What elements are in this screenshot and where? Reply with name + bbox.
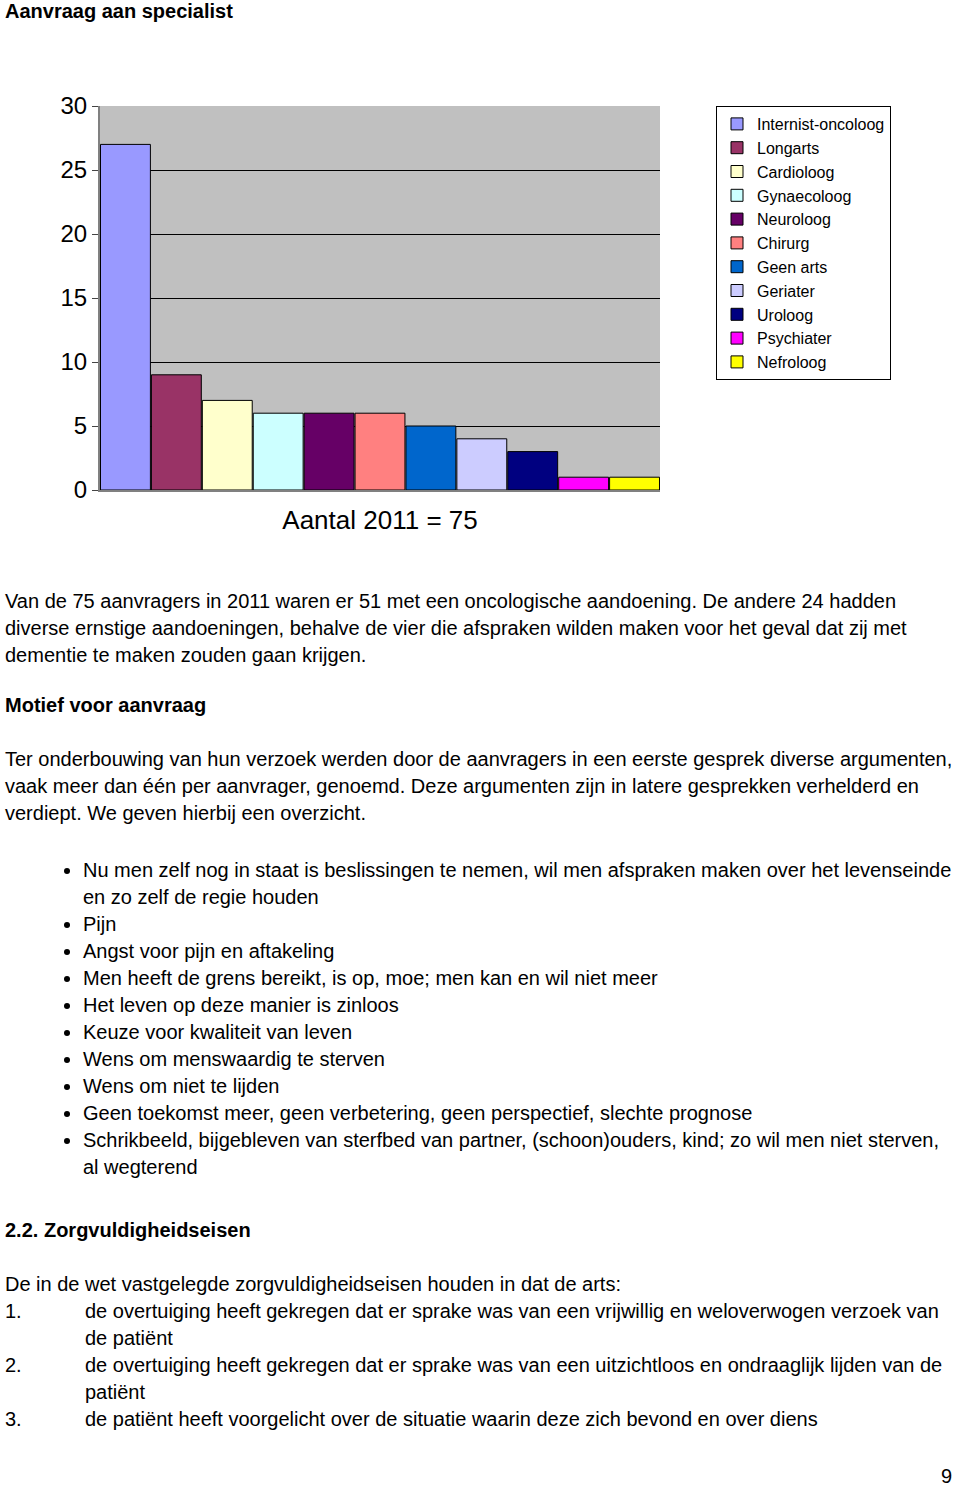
html-text:3.: 3. (5, 1408, 22, 1430)
html-text:Angst voor pijn en aftakeling: Angst voor pijn en aftakeling (83, 940, 335, 962)
html-text:de overtuiging heeft gekregen: de overtuiging heeft gekregen dat er spr… (85, 1300, 939, 1349)
svg-text:Uroloog: Uroloog (757, 307, 813, 324)
html-text:Motief voor aanvraag: Motief voor aanvraag (5, 694, 207, 716)
html-text:de patiënt heeft voorgelicht o: de patiënt heeft voorgelicht over de sit… (85, 1408, 818, 1430)
html-text:De in de wet vastgelegde zorgv: De in de wet vastgelegde zorgvuldigheids… (5, 1273, 621, 1295)
html-text:Pijn: Pijn (83, 913, 117, 935)
svg-text:Aantal 2011 = 75: Aantal 2011 = 75 (282, 505, 477, 535)
svg-text:Gynaecoloog: Gynaecoloog (757, 188, 851, 205)
svg-text:25: 25 (60, 156, 87, 183)
svg-text:0: 0 (74, 476, 87, 503)
html-text:Nu men zelf nog in staat is be: Nu men zelf nog in staat is beslissingen… (83, 859, 952, 908)
svg-text:30: 30 (60, 92, 87, 119)
svg-text:Psychiater: Psychiater (757, 330, 832, 347)
html-text:Wens om niet te lijden: Wens om niet te lijden (83, 1075, 280, 1097)
html-text:Van de 75 aanvragers in 2011 w: Van de 75 aanvragers in 2011 waren er 51… (5, 590, 907, 666)
svg-text:Internist-oncoloog: Internist-oncoloog (757, 116, 884, 133)
svg-text:5: 5 (74, 412, 87, 439)
html-text:Men heeft de grens bereikt, is: Men heeft de grens bereikt, is op, moe; … (83, 967, 658, 989)
html-text:Keuze voor kwaliteit van leven: Keuze voor kwaliteit van leven (83, 1021, 352, 1043)
svg-text:Nefroloog: Nefroloog (757, 354, 826, 371)
svg-text:Longarts: Longarts (757, 140, 819, 157)
html-text:Wens om menswaardig te sterven: Wens om menswaardig te sterven (83, 1048, 385, 1070)
html-text:Aanvraag aan specialist: Aanvraag aan specialist (5, 0, 233, 22)
svg-text:Neuroloog: Neuroloog (757, 211, 831, 228)
svg-text:15: 15 (60, 284, 87, 311)
html-text:2.: 2. (5, 1354, 22, 1376)
html-text:9: 9 (940, 1465, 952, 1487)
svg-text:Cardioloog: Cardioloog (757, 164, 834, 181)
svg-text:10: 10 (60, 348, 87, 375)
html-text:Geen toekomst meer, geen verbe: Geen toekomst meer, geen verbetering, ge… (83, 1102, 753, 1124)
html-text:2.2. Zorgvuldigheidseisen: 2.2. Zorgvuldigheidseisen (5, 1219, 251, 1241)
html-text:Schrikbeeld, bijgebleven van s: Schrikbeeld, bijgebleven van sterfbed va… (83, 1129, 939, 1178)
html-text:Het leven op deze manier is zi: Het leven op deze manier is zinloos (83, 994, 399, 1016)
svg-text:20: 20 (60, 220, 87, 247)
html-text:de overtuiging heeft gekregen: de overtuiging heeft gekregen dat er spr… (85, 1354, 943, 1403)
svg-text:Geriater: Geriater (757, 283, 815, 300)
svg-text:Geen arts: Geen arts (757, 259, 827, 276)
svg-text:Chirurg: Chirurg (757, 235, 809, 252)
html-text:1.: 1. (5, 1300, 22, 1322)
html-text:Ter onderbouwing van hun verzo: Ter onderbouwing van hun verzoek werden … (5, 748, 953, 824)
